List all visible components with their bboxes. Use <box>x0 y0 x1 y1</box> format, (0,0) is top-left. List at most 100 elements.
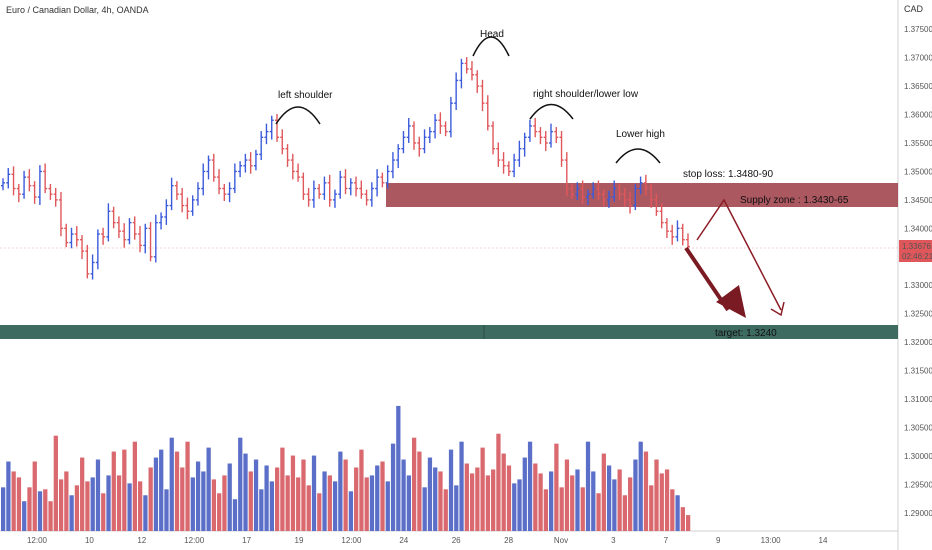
ohlc-bar <box>475 70 480 93</box>
ohlc-bar <box>58 191 63 237</box>
ohlc-bar <box>433 113 438 139</box>
head-arc <box>472 36 510 57</box>
ohlc-bar <box>591 182 596 199</box>
ohlc-bar <box>480 79 485 112</box>
ohlc-bar <box>617 183 622 200</box>
volume-bar <box>285 475 290 531</box>
ohlc-bar <box>259 131 264 161</box>
volume-bar <box>95 459 101 531</box>
volume-bar <box>159 449 164 531</box>
ohlc-bar <box>438 112 443 134</box>
y-tick-label: 1.34000 <box>904 224 932 233</box>
x-tick-label: 12:00 <box>184 536 205 545</box>
y-tick-label: 1.31500 <box>904 367 932 376</box>
target-label: target: 1.3240 <box>715 328 777 339</box>
volume-bar <box>438 471 443 531</box>
x-tick-label: 13:00 <box>761 536 782 545</box>
volume-bar <box>343 459 348 531</box>
volume-bar <box>32 461 37 531</box>
ohlc-bar <box>554 127 559 143</box>
ohlc-bar <box>348 178 353 196</box>
volume-bar <box>359 449 364 531</box>
ohlc-bar <box>628 191 633 214</box>
ohlc-bar <box>185 197 190 220</box>
ohlc-bar <box>506 161 511 176</box>
y-tick-label: 1.36500 <box>904 82 932 91</box>
volume-bar <box>617 469 622 531</box>
volume-bar <box>280 447 285 531</box>
ohlc-bar <box>153 214 158 263</box>
volume-bar <box>491 469 496 531</box>
volume-bar <box>153 457 159 531</box>
ohlc-bar <box>195 182 200 206</box>
volume-bar <box>364 477 369 531</box>
ohlc-bar <box>364 189 369 206</box>
ohlc-bar <box>443 121 448 137</box>
ohlc-bar <box>106 203 111 242</box>
volume-bar <box>480 447 485 531</box>
volume-bar <box>496 433 501 531</box>
x-tick-label: 19 <box>295 536 304 545</box>
ohlc-bar <box>116 216 121 239</box>
ohlc-bar <box>517 140 522 167</box>
volume-bar <box>53 435 58 531</box>
x-axis-ticks: 12:00 10 12 12:00 17 19 12:00 24 26 28 Nov 3 7 9 13:00… <box>27 536 828 545</box>
volume-bar <box>385 481 390 531</box>
x-tick-label: 9 <box>716 536 721 545</box>
volume-bar <box>596 493 601 531</box>
ohlc-bar <box>48 183 53 200</box>
volume-bar <box>206 447 211 531</box>
volume-bar <box>554 443 559 531</box>
volume-bar <box>570 475 575 531</box>
y-tick-label: 1.35500 <box>904 139 932 148</box>
ohlc-bar <box>280 129 285 155</box>
chart-title: Euro / Canadian Dollar, 4h, OANDA <box>6 5 149 15</box>
y-axis-ticks: 1.37500 1.37000 1.36500 1.36000 1.35500 1.350… <box>904 25 932 518</box>
ohlc-bar <box>643 174 648 196</box>
volume-bar <box>527 441 533 531</box>
volume-bar <box>427 457 433 531</box>
volume-bar <box>332 481 338 531</box>
y-tick-label: 1.32500 <box>904 310 932 319</box>
volume-bar <box>485 475 491 531</box>
volume-bar <box>538 473 543 531</box>
ohlc-bar <box>232 163 237 194</box>
ohlc-bar <box>664 218 669 239</box>
volume-bar <box>317 493 322 531</box>
volume-bar <box>354 467 359 531</box>
ohlc-bar <box>238 161 243 178</box>
volume-bar <box>628 477 633 531</box>
volume-bar <box>417 451 422 531</box>
y-tick-label: 1.34500 <box>904 196 932 205</box>
volume-bar <box>396 405 401 531</box>
ohlc-bar <box>290 153 295 180</box>
ohlc-bar <box>459 58 464 89</box>
ohlc-bar <box>327 174 332 207</box>
ohlc-bar <box>311 180 316 208</box>
volume-bar <box>606 465 612 531</box>
volume-bar <box>201 471 206 531</box>
y-tick-label: 1.37000 <box>904 54 932 63</box>
volume-bar <box>243 453 248 531</box>
ohlc-bar <box>206 155 211 180</box>
x-tick-label: 24 <box>399 536 408 545</box>
volume-bar <box>111 451 116 531</box>
volume-bar <box>506 465 512 531</box>
ohlc-bar <box>296 163 301 182</box>
ohlc-bar <box>585 189 590 206</box>
volume-bar <box>501 453 506 531</box>
volume-bar <box>591 471 596 531</box>
ohlc-bar <box>622 187 627 207</box>
ohlc-bar <box>143 223 148 254</box>
ohlc-bar <box>6 168 11 189</box>
volume-bar <box>612 479 617 531</box>
volume-bar <box>11 471 16 531</box>
volume-bar <box>459 441 464 531</box>
volume-bar <box>85 481 90 531</box>
volume-bar <box>148 467 153 531</box>
y-tick-label: 1.31000 <box>904 395 932 404</box>
volume-bar <box>433 467 438 531</box>
ohlc-bar <box>253 149 258 171</box>
ohlc-bar <box>285 144 290 167</box>
volume-bar <box>338 451 343 531</box>
